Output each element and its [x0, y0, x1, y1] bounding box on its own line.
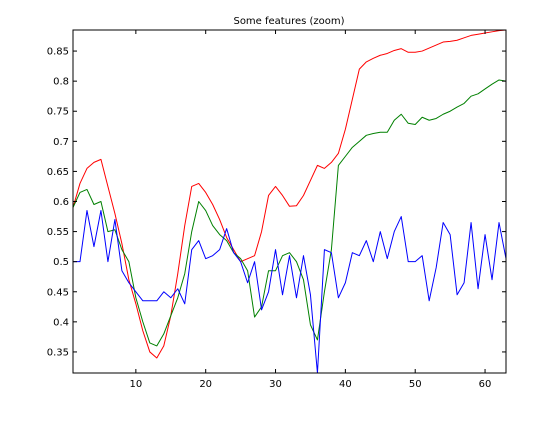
y-tick-label: 0.4	[53, 317, 69, 328]
x-tick-label: 30	[269, 379, 282, 390]
y-tick-label: 0.75	[47, 107, 69, 118]
x-tick-label: 20	[199, 379, 212, 390]
x-tick-label: 50	[409, 379, 422, 390]
x-tick-label: 10	[129, 379, 142, 390]
y-tick-label: 0.65	[47, 167, 69, 178]
y-tick-label: 0.55	[47, 227, 69, 238]
axes-layer: 10 20 30 40 50 60 0.35 0.4 0.45 0.5 0.55 0.6 0.65 0.7…	[47, 29, 507, 390]
x-tick-label: 60	[479, 379, 492, 390]
y-tick-label: 0.7	[53, 137, 69, 148]
series-line-1	[72, 29, 507, 359]
y-tick-label: 0.8	[53, 77, 69, 88]
y-tick-label: 0.6	[53, 197, 69, 208]
y-tick-label: 0.35	[47, 347, 69, 358]
y-tick-label: 0.85	[47, 47, 69, 58]
series-line-3	[73, 210, 507, 374]
series-layer	[72, 29, 507, 374]
series-line-2	[72, 79, 507, 347]
y-tick-label: 0.45	[47, 287, 69, 298]
chart-title: Some features (zoom)	[233, 16, 344, 27]
x-tick-label: 40	[339, 379, 352, 390]
y-tick-label: 0.5	[53, 257, 69, 268]
